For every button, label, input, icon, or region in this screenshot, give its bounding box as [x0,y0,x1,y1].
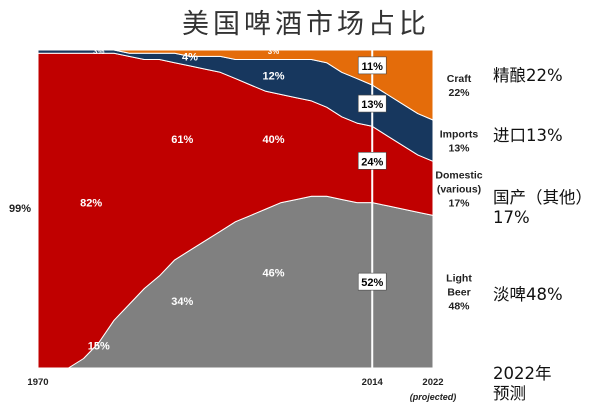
annotation-projection-line1: 2022年 [493,364,552,383]
series-label-domestic-various: 17% [448,197,470,209]
data-label-light-beer: 34% [171,296,193,308]
data-label-imports: 12% [262,70,284,82]
annotation-projection-line2: 预测 [493,384,526,403]
chart-title: 美国啤酒市场占比 [182,9,430,40]
x-tick-label-projected: (projected) [410,392,457,402]
data-label-craft: 3% [268,47,280,56]
x-tick-label-2014: 2014 [362,377,384,388]
annotation-domestic: 国产（其他） 17% [493,188,592,228]
series-label-light-beer: 48% [448,301,470,313]
series-label-domestic-various: (various) [437,183,481,195]
x-tick-label-end: 2022 [422,377,443,388]
data-label-light-beer: 52% [361,277,383,289]
data-label-imports: 13% [361,99,383,111]
label-box-domestic-various [357,152,387,170]
annotation-imports: 进口13% [493,126,563,145]
annotation-craft: 精酿22% [493,66,563,85]
data-label-imports: 4% [182,51,198,63]
series-label-craft: Craft [447,73,472,85]
label-box-imports [357,94,387,113]
data-label-domestic-various: 61% [171,134,193,146]
data-label-light-beer: 46% [262,268,284,280]
label-box-craft [357,56,387,75]
series-label-craft: 22% [448,87,470,99]
annotation-domestic-line1: 国产（其他） [493,188,592,207]
annotation-projection: 2022年 预测 [493,364,552,404]
series-area-craft [37,49,434,121]
series-label-imports: 13% [448,143,470,155]
data-label-light-beer: 15% [88,341,110,353]
data-label-domestic-various: 40% [262,134,284,146]
series-label-light-beer: Light [446,273,472,285]
series-label-light-beer: Beer [447,287,470,299]
annotation-light: 淡啤48% [493,285,563,304]
data-label-domestic-various: 24% [361,156,383,168]
annotation-domestic-line2: 17% [493,208,530,227]
data-label-craft: 11% [362,61,384,73]
data-label-craft: 3% [93,47,105,56]
series-label-imports: Imports [440,129,479,141]
x-tick-label-start: 1970 [27,377,48,388]
series-label-domestic-various: Domestic [435,169,482,181]
start-label: 99% [9,203,31,215]
label-box-light-beer [357,272,387,291]
data-label-domestic-various: 82% [80,198,102,210]
